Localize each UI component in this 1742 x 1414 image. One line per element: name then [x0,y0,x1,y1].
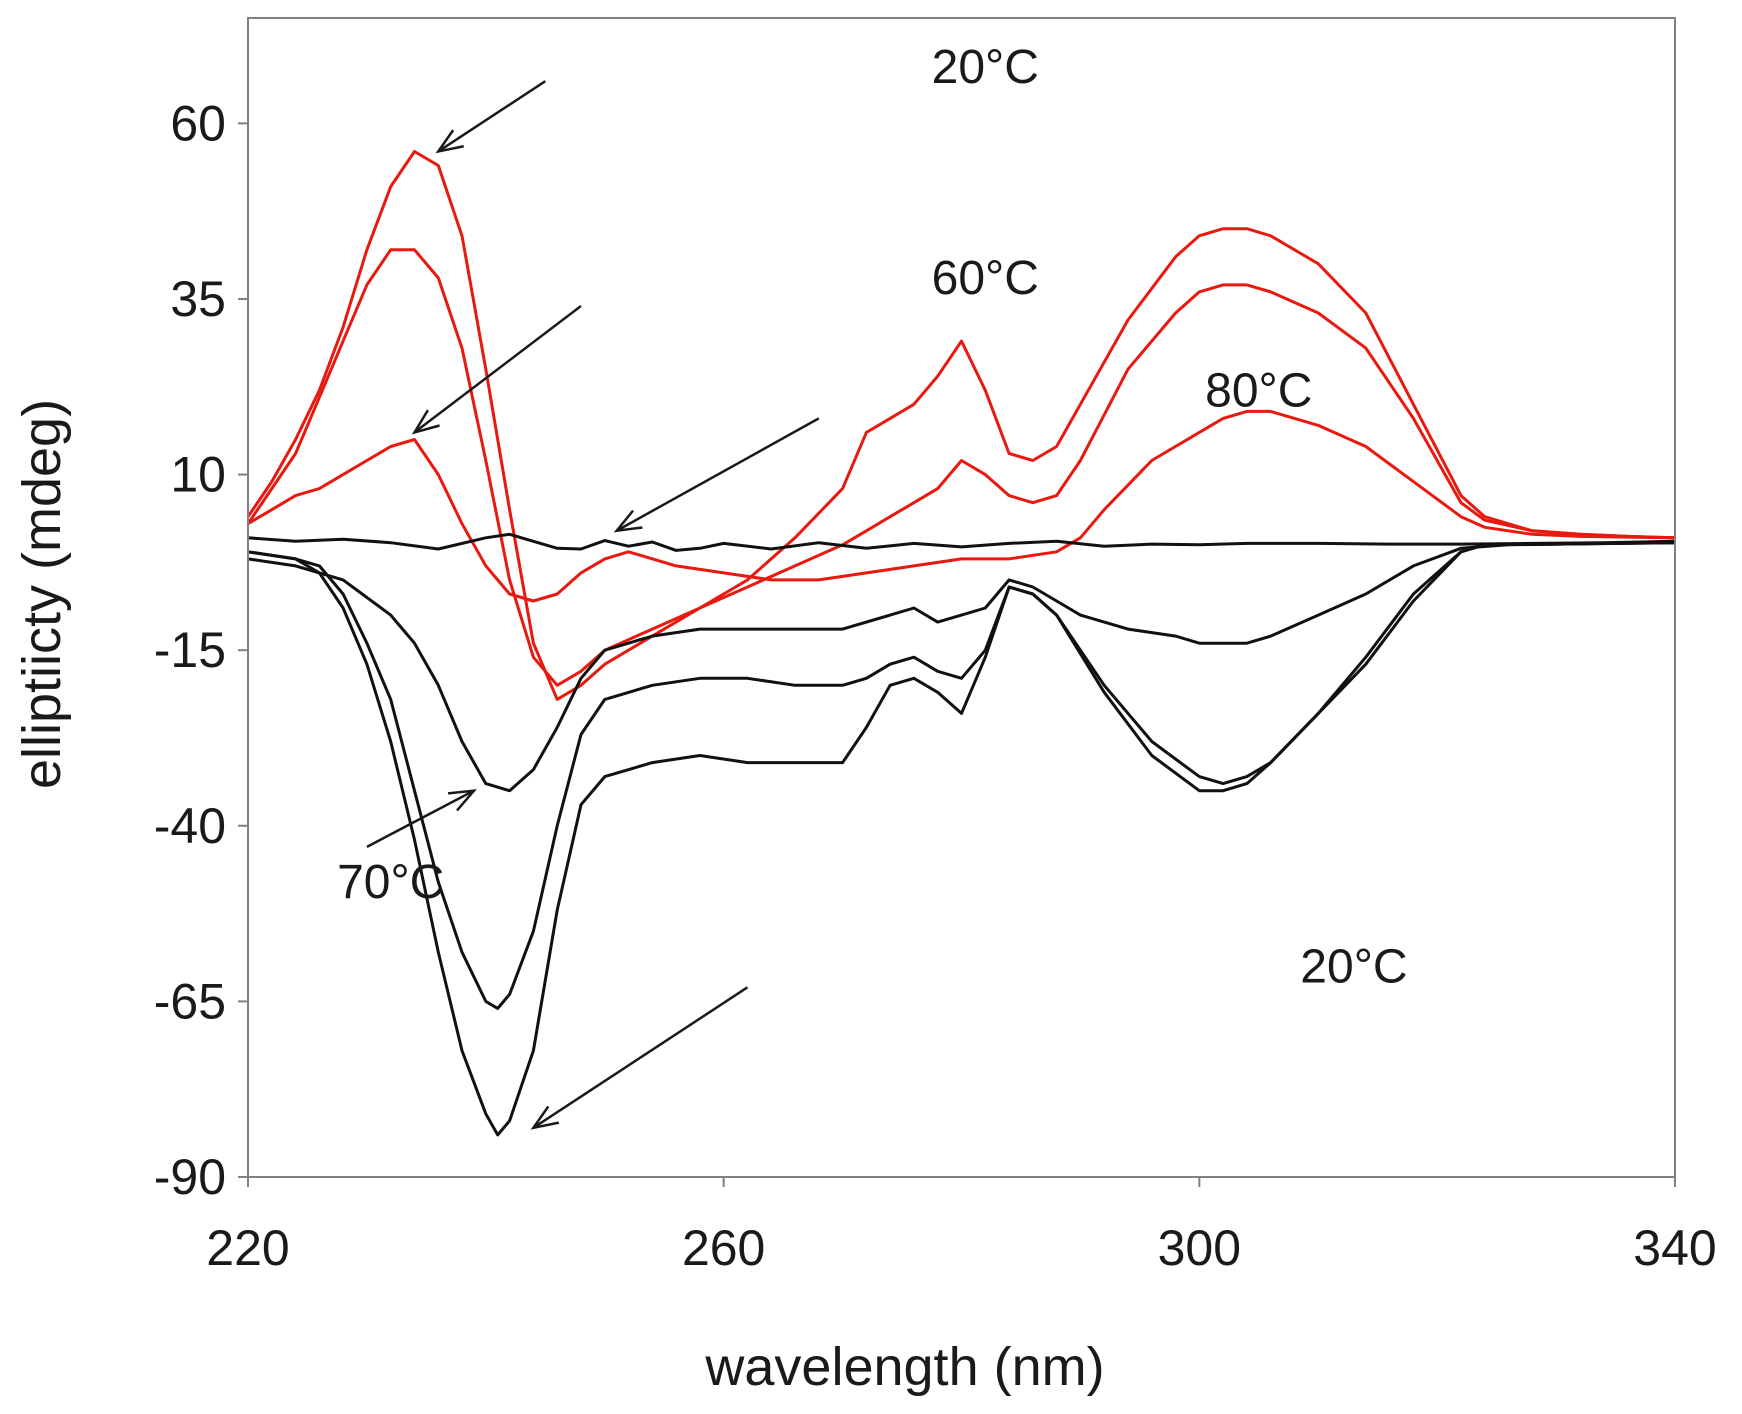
annotation-arrow-line [616,417,820,532]
x-axis-title: wavelength (nm) [704,1337,1104,1397]
annotation-arrowhead [447,789,477,812]
x-tick-label: 260 [682,1220,765,1276]
annotation-label: 70°C [337,856,444,909]
annotation-arrowhead [613,509,643,533]
ticks-layer: 60 35 10 -15 -40 -65 -90 220 260 300 340 [154,95,1717,1276]
annotation-label: 60°C [932,252,1039,305]
plot-frame [247,17,1676,1178]
annotation-arrowhead [530,1105,560,1130]
annotation-arrow-line [437,80,546,153]
annotation-arrowhead [435,129,464,154]
y-tick-label: 35 [170,271,226,327]
series-line-7 [247,541,1676,1137]
series-line-2 [246,248,1676,687]
plot-frame-layer [247,17,1676,1178]
y-tick-label: -40 [154,798,226,854]
series-line-1 [246,150,1676,701]
series-line-4 [247,532,1676,552]
y-tick-label: -65 [154,973,226,1029]
y-tick-label: 60 [170,95,226,151]
annotation-arrow-line [413,304,582,434]
curves-layer [246,150,1676,1137]
annotation-arrow-line [532,986,749,1129]
series-line-6 [247,541,1676,1010]
series-line-3 [247,409,1676,603]
y-tick-label: 10 [170,447,226,503]
y-tick-label: -90 [154,1149,226,1205]
x-tick-label: 300 [1158,1220,1241,1276]
series-line-5 [247,541,1676,793]
x-tick-label: 340 [1633,1220,1716,1276]
y-tick-label: -15 [154,622,226,678]
annotation-label: 20°C [932,41,1039,94]
annotation-label: 20°C [1300,940,1407,993]
annotation-arrowhead [411,409,440,435]
x-tick-label: 220 [206,1220,289,1276]
annotation-label: 80°C [1205,364,1312,417]
y-axis-title: elliptiicty (mdeg) [12,399,72,789]
annotations-layer: 20°C 60°C 80°C 70°C 20°C [337,41,1408,1130]
annotation-arrow-line [366,789,475,848]
